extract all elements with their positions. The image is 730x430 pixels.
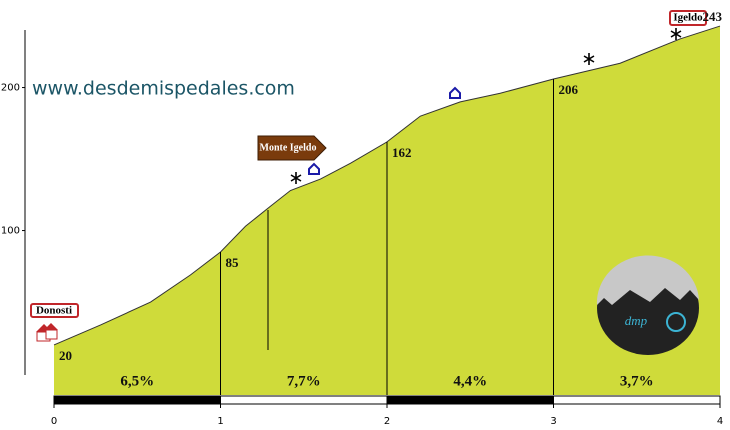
segment-bar (553, 395, 721, 405)
place-sign (257, 135, 327, 161)
x-tick-label: 4 (717, 416, 723, 427)
profile-line (53, 25, 721, 346)
segment-bar (53, 395, 221, 405)
place-sign (669, 10, 707, 26)
plot (53, 25, 721, 396)
point-label: 85 (226, 255, 240, 270)
segment-bar (386, 395, 554, 405)
website: www.desdemispedales.com (32, 78, 295, 100)
y-tick-label: 100 (1, 226, 20, 237)
point-label: 243 (703, 9, 723, 24)
logo: dmp (596, 255, 699, 355)
place-label: Igeldo (673, 12, 703, 24)
asterisk (290, 28, 682, 184)
x-tick-label: 2 (384, 416, 390, 427)
segment-grade: 3,7% (620, 373, 654, 389)
point-label: 20 (59, 348, 72, 363)
segment-grade: 4,4% (453, 373, 487, 389)
segment-bar (220, 395, 388, 405)
y-tick-label: 200 (1, 83, 20, 94)
point-label: 162 (392, 145, 412, 160)
segment-grade: 6,5% (120, 373, 154, 389)
logo-text: dmp (625, 313, 648, 328)
x-tick-label: 3 (550, 416, 556, 427)
place-sign (30, 303, 79, 318)
place-label: Monte Igeldo (260, 142, 317, 153)
segment-grade: 7,7% (287, 373, 321, 389)
point-label: 206 (559, 82, 579, 97)
x-tick-label: 1 (217, 416, 223, 427)
house-icon (308, 86, 461, 175)
x-tick-label: 0 (51, 416, 57, 427)
place-label: Donosti (36, 305, 72, 317)
house-icon (36, 323, 58, 342)
